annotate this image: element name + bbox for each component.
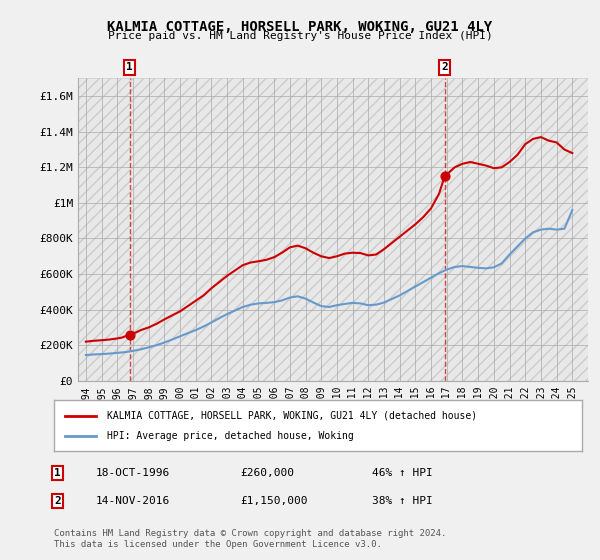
Text: 2: 2 — [442, 62, 448, 72]
Text: 2: 2 — [54, 496, 61, 506]
Text: 18-OCT-1996: 18-OCT-1996 — [96, 468, 170, 478]
Text: 14-NOV-2016: 14-NOV-2016 — [96, 496, 170, 506]
Text: £260,000: £260,000 — [240, 468, 294, 478]
Point — [125, 330, 134, 339]
Point — [440, 172, 449, 181]
Text: £1,150,000: £1,150,000 — [240, 496, 308, 506]
Text: 38% ↑ HPI: 38% ↑ HPI — [372, 496, 433, 506]
Text: 1: 1 — [127, 62, 133, 72]
Text: 46% ↑ HPI: 46% ↑ HPI — [372, 468, 433, 478]
Text: HPI: Average price, detached house, Woking: HPI: Average price, detached house, Woki… — [107, 431, 353, 441]
Text: KALMIA COTTAGE, HORSELL PARK, WOKING, GU21 4LY: KALMIA COTTAGE, HORSELL PARK, WOKING, GU… — [107, 20, 493, 34]
Text: 1: 1 — [54, 468, 61, 478]
Text: Price paid vs. HM Land Registry's House Price Index (HPI): Price paid vs. HM Land Registry's House … — [107, 31, 493, 41]
Text: KALMIA COTTAGE, HORSELL PARK, WOKING, GU21 4LY (detached house): KALMIA COTTAGE, HORSELL PARK, WOKING, GU… — [107, 410, 477, 421]
Text: Contains HM Land Registry data © Crown copyright and database right 2024.
This d: Contains HM Land Registry data © Crown c… — [54, 529, 446, 549]
